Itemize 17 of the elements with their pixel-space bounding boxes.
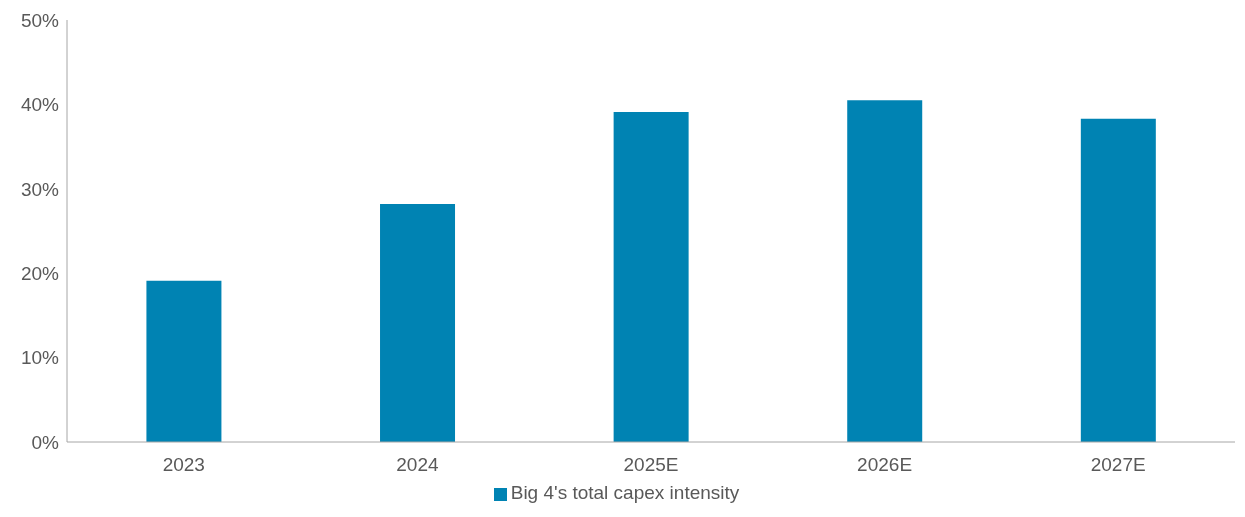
- y-tick-label: 0%: [31, 431, 60, 453]
- y-tick-label: 40%: [20, 94, 60, 116]
- y-tick-label: 50%: [20, 9, 60, 31]
- x-tick-label: 2024: [396, 454, 439, 476]
- bar: [1080, 118, 1156, 442]
- bar: [380, 203, 456, 442]
- y-tick-label: 10%: [20, 347, 60, 369]
- x-tick-label: 2027E: [1090, 454, 1146, 476]
- x-tick-label: 2025E: [623, 454, 679, 476]
- x-tick-label: 2023: [162, 454, 205, 476]
- legend-label: Big 4's total capex intensity: [510, 482, 740, 503]
- x-tick-label: 2026E: [857, 454, 913, 476]
- bar: [847, 100, 923, 442]
- bar: [613, 112, 689, 442]
- y-tick-label: 20%: [20, 262, 60, 284]
- bar: [146, 280, 222, 442]
- y-tick-label: 30%: [20, 178, 60, 200]
